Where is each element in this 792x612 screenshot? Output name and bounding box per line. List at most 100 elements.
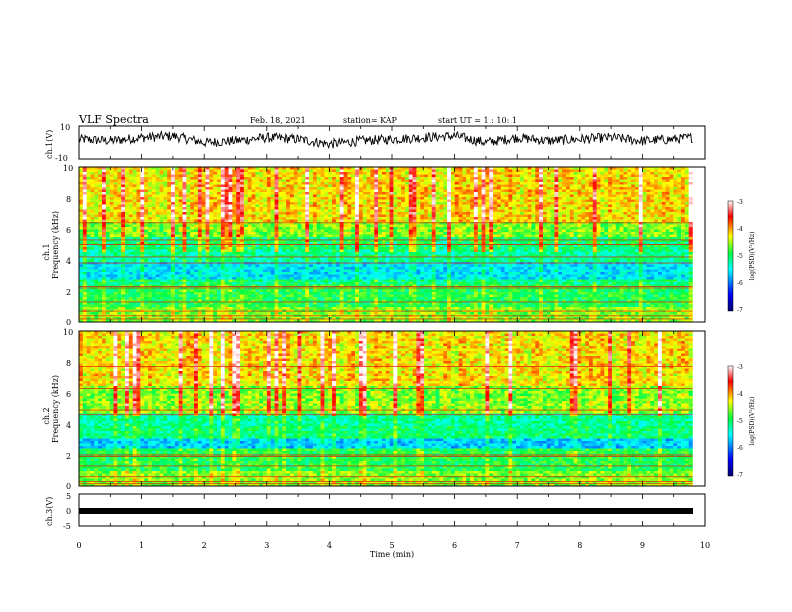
spectrogram-cell <box>98 227 103 230</box>
spectrogram-cell <box>105 214 110 218</box>
spectrogram-cell <box>581 212 586 215</box>
spectrogram-cell <box>677 172 682 175</box>
spectrogram-cell <box>493 239 498 243</box>
spectrogram-cell <box>665 184 670 188</box>
spectrogram-cell <box>178 172 183 175</box>
spectrogram-cell <box>577 172 582 175</box>
spectrogram-cell <box>140 229 145 233</box>
spectrogram-cell <box>370 179 375 183</box>
spectrogram-cell <box>412 192 417 195</box>
spectrogram-cell <box>500 229 505 233</box>
spectrogram-cell <box>370 187 375 190</box>
spectrogram-cell <box>389 182 394 185</box>
spectrogram-cell <box>550 209 555 213</box>
spectrogram-cell <box>374 199 379 203</box>
spectrogram-cell <box>577 232 582 235</box>
spectrogram-cell <box>278 172 283 175</box>
spectrogram-cell <box>657 242 663 245</box>
spectrogram-cell <box>251 234 256 238</box>
spectrogram-cell <box>186 182 191 185</box>
spectrogram-cell <box>362 222 367 225</box>
spectrogram-cell <box>535 222 540 225</box>
spectrogram-cell <box>243 184 248 188</box>
spectrogram-cell <box>316 179 321 183</box>
spectrogram-cell <box>374 174 379 178</box>
spectrogram-cell <box>270 232 275 235</box>
spectrogram-cell <box>585 217 590 220</box>
spectrogram-cell <box>527 207 532 210</box>
spectrogram-cell <box>646 204 651 208</box>
spectrogram-cell <box>439 169 444 173</box>
spectrogram-cell <box>94 217 99 220</box>
spectrogram-cell <box>148 172 153 175</box>
spectrogram-cell <box>305 209 310 213</box>
spectrogram-cell <box>454 189 459 193</box>
spectrogram-cell <box>366 217 371 220</box>
spectrogram-cell <box>301 234 306 238</box>
spectrogram-cell <box>278 197 283 200</box>
spectrogram-cell <box>286 169 291 173</box>
spectrogram-cell <box>489 227 494 230</box>
spectrogram-cell <box>98 237 103 240</box>
spectrogram-cell <box>573 234 578 238</box>
spectrogram-cell <box>109 177 114 180</box>
spectrogram-cell <box>608 204 613 208</box>
spectrogram-cell <box>608 224 613 228</box>
spectrogram-cell <box>470 182 475 185</box>
spectrogram-cell <box>416 192 421 195</box>
spectrogram-cell <box>470 237 475 240</box>
spectrogram-cell <box>121 197 126 200</box>
spectrogram-cell <box>182 182 187 185</box>
spectrogram-cell <box>638 209 643 213</box>
spectrogram-cell <box>286 212 291 215</box>
spectrogram-cell <box>194 172 199 175</box>
spectrogram-cell <box>677 179 682 183</box>
spectrogram-cell <box>458 167 463 170</box>
spectrogram-cell <box>263 237 268 240</box>
spectrogram-cell <box>301 209 306 213</box>
spectrogram-cell <box>347 194 352 198</box>
spectrogram-cell <box>312 217 318 220</box>
spectrogram-cell <box>324 217 329 220</box>
spectrogram-cell <box>305 177 310 180</box>
spectrogram-cell <box>213 202 218 205</box>
spectrogram-cell <box>144 242 149 245</box>
spectrogram-cell <box>531 177 536 180</box>
spectrogram-cell <box>270 167 275 170</box>
spectrogram-cell <box>98 244 103 248</box>
spectrogram-cell <box>450 227 456 230</box>
spectrogram-cell <box>404 179 410 183</box>
spectrogram-cell <box>604 172 609 175</box>
spectrogram-cell <box>217 217 222 220</box>
spectrogram-cell <box>136 239 141 243</box>
spectrogram-cell <box>504 207 509 210</box>
spectrogram-cell <box>493 204 498 208</box>
spectrogram-cell <box>209 202 214 205</box>
spectrogram-cell <box>278 219 283 223</box>
spectrogram-cell <box>328 214 333 218</box>
spectrogram-cell <box>297 222 302 225</box>
spectrogram-cell <box>539 167 544 170</box>
spectrogram-cell <box>224 169 229 173</box>
spectrogram-cell <box>554 187 559 190</box>
spectrogram-cell <box>105 202 110 205</box>
spectrogram-cell <box>209 174 214 178</box>
spectrogram-cell <box>82 177 87 180</box>
spectrogram-cell <box>439 202 444 205</box>
spectrogram-cell <box>178 184 183 188</box>
spectrogram-cell <box>217 174 222 178</box>
spectrogram-cell <box>401 199 406 203</box>
spectrogram-cell <box>362 204 367 208</box>
spectrogram-cell <box>680 214 686 218</box>
spectrogram-cell <box>309 239 314 243</box>
spectrogram-cell <box>213 222 218 225</box>
spectrogram-cell <box>259 209 264 213</box>
spectrogram-cell <box>86 234 91 238</box>
spectrogram-cell <box>174 239 179 243</box>
spectrogram-cell <box>600 204 605 208</box>
spectrogram-cell <box>608 219 613 223</box>
spectrogram-cell <box>90 169 95 173</box>
spectrogram-cell <box>680 172 686 175</box>
spectrogram-cell <box>320 222 325 225</box>
spectrogram-cell <box>389 179 394 183</box>
